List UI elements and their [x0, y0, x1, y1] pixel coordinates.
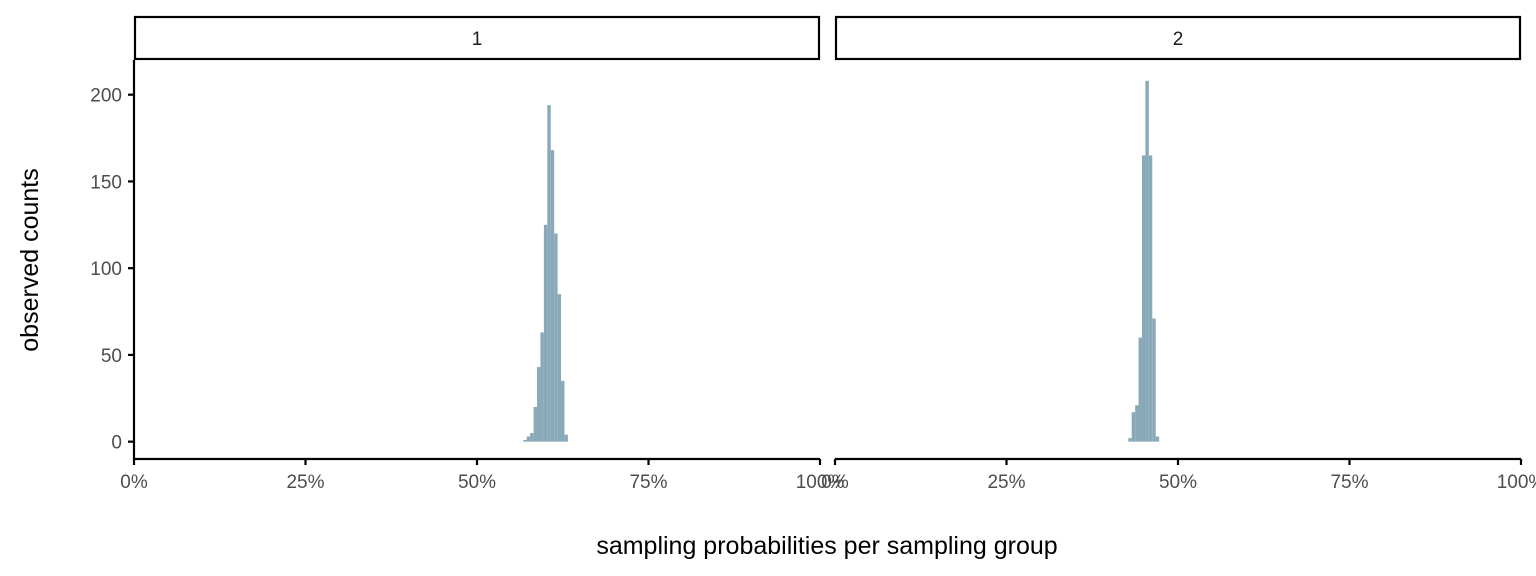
histogram-bar — [530, 432, 534, 442]
histogram-bar — [547, 105, 551, 442]
histogram-bar — [523, 439, 527, 442]
histogram-bar — [564, 434, 568, 442]
x-tick-label: 75% — [629, 472, 667, 493]
x-axis-title: sampling probabilities per sampling grou… — [596, 532, 1057, 560]
x-tick-label: 100% — [796, 472, 845, 493]
x-tick-label: 100% — [1497, 472, 1536, 493]
x-tick-label: 50% — [1159, 472, 1197, 493]
histogram-bar — [550, 150, 555, 442]
x-tick-label: 75% — [1330, 472, 1368, 493]
x-tick-label: 25% — [987, 472, 1025, 493]
histogram-bars — [523, 80, 1160, 442]
histogram-bar — [1145, 80, 1149, 442]
facet-label-1: 1 — [472, 29, 483, 50]
histogram-bar — [533, 406, 538, 442]
y-tick-label: 150 — [90, 172, 122, 193]
y-tick-label: 50 — [101, 346, 122, 367]
histogram-bar — [1128, 438, 1132, 442]
histogram-bar — [543, 224, 548, 442]
histogram-bar — [1135, 405, 1139, 442]
histogram-bar — [561, 380, 565, 442]
histogram-bar — [1152, 318, 1156, 442]
histogram-bar — [1148, 155, 1153, 442]
facet-label-2: 2 — [1173, 29, 1184, 50]
histogram-bar — [1155, 436, 1160, 442]
histogram-bar — [526, 436, 531, 442]
y-tick-label: 100 — [90, 259, 122, 280]
x-tick-label: 0% — [120, 472, 148, 493]
axes: 0% 25% 50% 75% 100% 0 50 100 150 200 0% 25% 50% 75% 10… — [90, 60, 1536, 493]
histogram-bar — [1131, 412, 1136, 442]
histogram-bar — [537, 367, 541, 442]
facet-strip-2 — [834, 15, 1522, 61]
histogram-bar — [554, 233, 558, 442]
y-axis-title: observed counts — [16, 168, 44, 351]
y-tick-label: 200 — [90, 86, 122, 107]
x-tick-label: 25% — [286, 472, 324, 493]
histogram-bar — [1138, 337, 1142, 442]
x-tick-label: 0% — [821, 472, 849, 493]
x-tick-label: 50% — [458, 472, 496, 493]
facet-strip-1 — [133, 15, 821, 61]
histogram-bar — [540, 332, 544, 442]
y-tick-label: 0 — [111, 433, 122, 454]
histogram-bar — [1141, 155, 1146, 442]
histogram-bar — [557, 294, 562, 442]
